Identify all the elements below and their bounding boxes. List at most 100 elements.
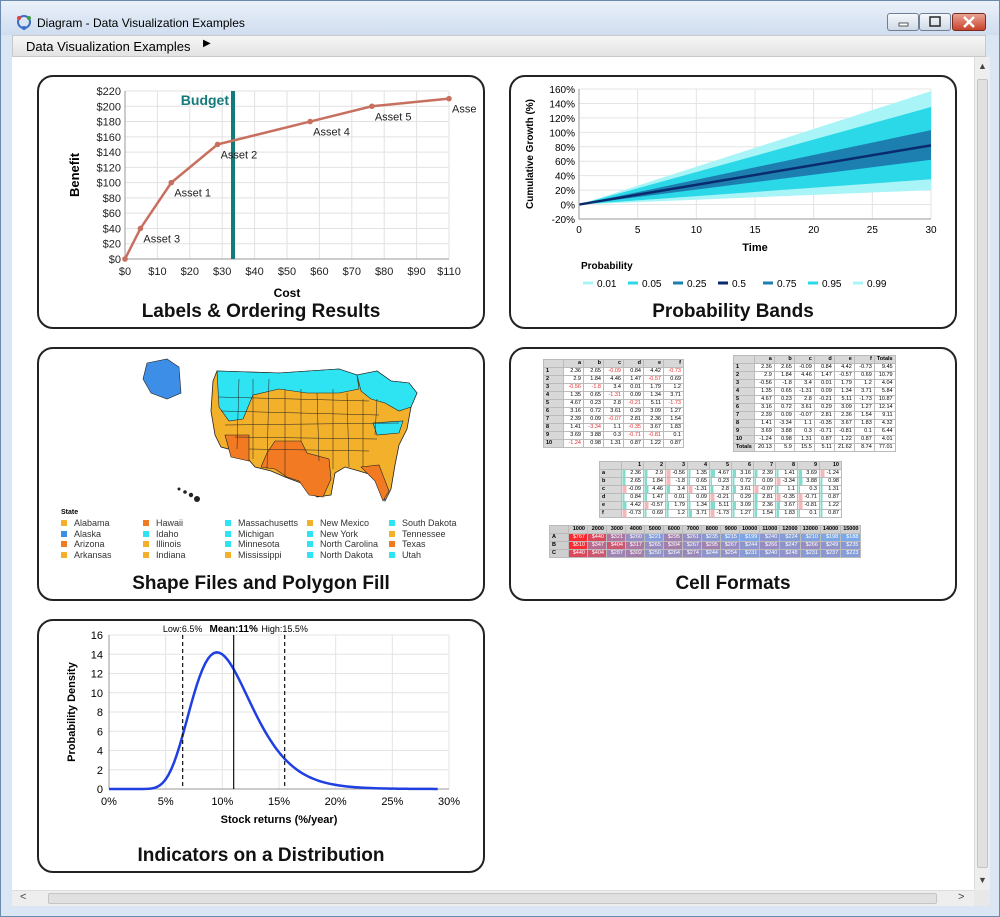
scroll-up-icon[interactable]: ▲ bbox=[978, 61, 987, 71]
vertical-scroll-thumb[interactable] bbox=[977, 79, 988, 868]
table-cell: 0.23 bbox=[773, 395, 795, 404]
legend-label: 0.99 bbox=[867, 279, 887, 290]
table-row: 6 3.16 0.72 3.61 0.29 3.09 1.27 bbox=[543, 407, 684, 416]
table-cell: 3.16 bbox=[753, 403, 775, 412]
card-marker bbox=[479, 77, 483, 81]
breadcrumb-arrow-icon[interactable]: ▶ bbox=[203, 38, 211, 49]
y-tick-label: $180 bbox=[97, 117, 121, 129]
y-tick-label: $0 bbox=[109, 254, 121, 266]
table-cell: 1.35 bbox=[563, 391, 584, 400]
column-header: e bbox=[643, 359, 664, 368]
table-cell: $304 bbox=[663, 541, 683, 550]
legend-label: Arkansas bbox=[74, 549, 112, 560]
x-axis-label: Stock returns (%/year) bbox=[221, 814, 338, 826]
horizontal-scrollbar[interactable]: < > bbox=[12, 890, 974, 906]
card-labels-ordering[interactable]: $0 $20 $40 $60 $80 $100 $120 $140 $160 $180 $200 $2… bbox=[37, 75, 485, 329]
legend-item: Hawaii bbox=[143, 518, 225, 529]
x-tick-label: 25% bbox=[381, 796, 403, 808]
table-cell: -1.31 bbox=[687, 485, 710, 494]
y-tick-label: 14 bbox=[91, 649, 103, 661]
table-cell: 2.8 bbox=[793, 395, 815, 404]
column-header: 2 bbox=[643, 461, 666, 470]
table-cell: 2.39 bbox=[753, 411, 775, 420]
table-cell: 1.2 bbox=[665, 509, 688, 518]
table-cell: $198 bbox=[819, 533, 842, 542]
table-cell: 2.39 bbox=[753, 469, 776, 478]
table-cell: 0.3 bbox=[603, 431, 624, 440]
y-tick-label: 16 bbox=[91, 630, 103, 642]
table-cell: -1.24 bbox=[753, 435, 775, 444]
point-label: Asse bbox=[452, 104, 476, 116]
table-cell: -1.73 bbox=[853, 395, 875, 404]
table-cell: 2.65 bbox=[621, 477, 644, 486]
column-header: b bbox=[773, 355, 795, 364]
table-cell: A bbox=[549, 533, 569, 542]
table-cell: -1.24 bbox=[819, 469, 842, 478]
y-tick-label: 2 bbox=[97, 765, 103, 777]
table-cell: e bbox=[599, 501, 622, 510]
table-cell: 3.71 bbox=[853, 387, 875, 396]
table-row: B $510 $347 $404 $317 $265 $304 $267 $295 $267 $24… bbox=[549, 541, 862, 550]
table-cell: $404 bbox=[606, 541, 626, 550]
x-tick-label: $20 bbox=[181, 266, 199, 278]
x-tick-label: $60 bbox=[310, 266, 328, 278]
legend-item: Arizona bbox=[61, 539, 143, 550]
horizontal-scroll-thumb[interactable] bbox=[48, 893, 937, 904]
table-cell: 2.36 bbox=[753, 363, 775, 372]
table-cell: $440 bbox=[587, 533, 607, 542]
scroll-down-icon[interactable]: ▼ bbox=[978, 875, 987, 885]
y-tick-label: 20% bbox=[555, 186, 575, 197]
column-header: 9000 bbox=[720, 525, 740, 534]
hawaii-shape bbox=[177, 487, 200, 502]
data-point bbox=[214, 141, 221, 148]
table-cell: $287 bbox=[606, 549, 626, 558]
card-caption: Probability Bands bbox=[652, 301, 814, 322]
table-row: 7 2.39 0.09 -0.07 2.81 2.36 1.54 bbox=[543, 415, 684, 424]
point-label: Asset 4 bbox=[313, 127, 350, 139]
x-tick-label: 5% bbox=[158, 796, 174, 808]
x-tick-label: 30 bbox=[925, 225, 937, 236]
x-tick-label: $90 bbox=[407, 266, 425, 278]
table-cell: 10.87 bbox=[873, 395, 896, 404]
card-shape-files[interactable]: State Alabama Alaska Arizona Arkansas Hawaii I… bbox=[37, 347, 485, 601]
legend-swatch bbox=[307, 520, 313, 527]
table-cell: 6 bbox=[733, 403, 755, 412]
card-distribution[interactable]: 0 2 4 6 8 10 12 14 16 0% 5% 10% 15% 20% 25% 30% Low:6.5%… bbox=[37, 619, 485, 873]
table-cell: 15.5 bbox=[793, 443, 815, 452]
table-cell: 1.35 bbox=[753, 387, 775, 396]
y-axis-label: Benefit bbox=[67, 152, 82, 197]
minimize-button[interactable] bbox=[887, 13, 919, 31]
breadcrumb-item[interactable]: Data Visualization Examples bbox=[26, 39, 191, 54]
card-probability-bands[interactable]: -20% 0% 20% 40% 60% 80% 100% 120% 140% 160% 0 5 10 15… bbox=[509, 75, 957, 329]
table-cell: -0.56 bbox=[753, 379, 775, 388]
card-cell-formats[interactable]: a b c d e f 1 2.36 2.65 -0.09 0.84 4.42 -0.73 2 2.9 1.8… bbox=[509, 347, 957, 601]
column-header: 10000 bbox=[738, 525, 761, 534]
map-legend: State Alabama Alaska Arizona Arkansas Hawaii I… bbox=[61, 509, 471, 560]
table-cell: 2 bbox=[543, 375, 564, 384]
data-point bbox=[168, 179, 175, 186]
close-button[interactable] bbox=[952, 13, 986, 31]
column-header bbox=[549, 525, 569, 534]
table-cell: 3.16 bbox=[563, 407, 584, 416]
column-header: 4000 bbox=[625, 525, 645, 534]
y-tick-label: 6 bbox=[97, 726, 103, 738]
table-cell: -1.8 bbox=[583, 383, 604, 392]
scroll-left-icon[interactable]: < bbox=[20, 891, 27, 903]
table-cell: 1.1 bbox=[603, 423, 624, 432]
x-tick-label: 0 bbox=[576, 225, 582, 236]
table-cell: -3.34 bbox=[773, 419, 795, 428]
column-header: 1 bbox=[621, 461, 644, 470]
legend-title: State bbox=[61, 509, 79, 516]
legend-item: Tennessee bbox=[389, 529, 471, 540]
grid-table-3: 1 2 3 4 5 6 7 8 9 10 a 2.36 2.9 -0.56 1.35 4.67 3.16 2.39… bbox=[599, 461, 842, 518]
table-cell: 1.54 bbox=[753, 509, 776, 518]
column-header: c bbox=[793, 355, 815, 364]
column-header: f bbox=[853, 355, 875, 364]
maximize-button[interactable] bbox=[919, 13, 951, 31]
title-bar[interactable]: Diagram - Data Visualization Examples bbox=[1, 1, 999, 35]
scroll-right-icon[interactable]: > bbox=[958, 891, 965, 903]
vertical-scrollbar[interactable]: ▲ ▼ bbox=[974, 57, 990, 890]
table-cell: $224 bbox=[779, 533, 801, 542]
table-cell: $317 bbox=[625, 541, 645, 550]
